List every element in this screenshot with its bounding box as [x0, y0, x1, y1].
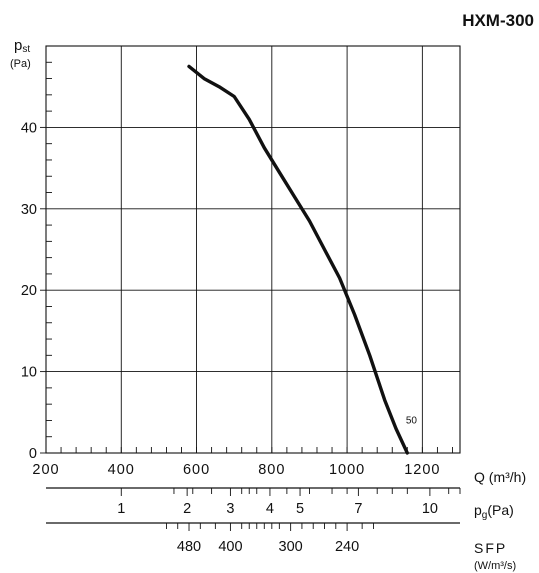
x-tick-label: 600 — [183, 462, 210, 478]
x-axis-label: Q (m³/h) — [474, 469, 526, 485]
y-tick-label: 10 — [21, 365, 37, 381]
chart-title: HXM-300 — [462, 11, 534, 30]
sfp-axis-tick-label: 300 — [279, 539, 303, 555]
sfp-axis-tick-label: 400 — [218, 539, 242, 555]
sfp-axis-label: SFP — [474, 540, 507, 556]
x-tick-label: 1000 — [329, 462, 365, 478]
pg-axis-tick-label: 10 — [422, 501, 438, 517]
x-tick-label: 200 — [32, 462, 59, 478]
pg-axis-tick-label: 3 — [226, 501, 234, 517]
axis-ticks — [40, 45, 461, 531]
curve-annotation: 50 — [406, 415, 418, 426]
pg-axis-tick-label: 5 — [296, 501, 304, 517]
series-layer — [187, 64, 409, 455]
plot-frame — [45, 45, 461, 454]
pg-axis-tick-label: 7 — [354, 501, 362, 517]
plot-grid — [45, 45, 461, 454]
pg-axis-label: pg(Pa) — [474, 502, 514, 521]
y-tick-label: 0 — [29, 446, 37, 462]
tick-labels: 0 10 20 30 40 200 400 600 800 1000 1200 50 1 2 3 4 5 7 10 4… — [21, 120, 440, 555]
pg-axis-tick-label: 4 — [266, 501, 274, 517]
y-tick-label: 20 — [21, 283, 37, 299]
y-tick-label: 40 — [21, 120, 37, 136]
x-tick-label: 400 — [108, 462, 135, 478]
sfp-axis-tick-label: 240 — [335, 539, 359, 555]
sfp-axis-tick-label: 480 — [177, 539, 201, 555]
x-tick-label: 800 — [258, 462, 285, 478]
sfp-axis-unit: (W/m³/s) — [474, 560, 516, 572]
x-tick-label: 1200 — [404, 462, 440, 478]
pg-axis-tick-label: 1 — [117, 501, 125, 517]
y-axis-unit: (Pa) — [10, 58, 31, 70]
y-tick-label: 30 — [21, 202, 37, 218]
pg-axis-tick-label: 2 — [183, 501, 191, 517]
fan-curve-line — [187, 64, 409, 455]
y-axis-label: pst — [14, 37, 30, 55]
